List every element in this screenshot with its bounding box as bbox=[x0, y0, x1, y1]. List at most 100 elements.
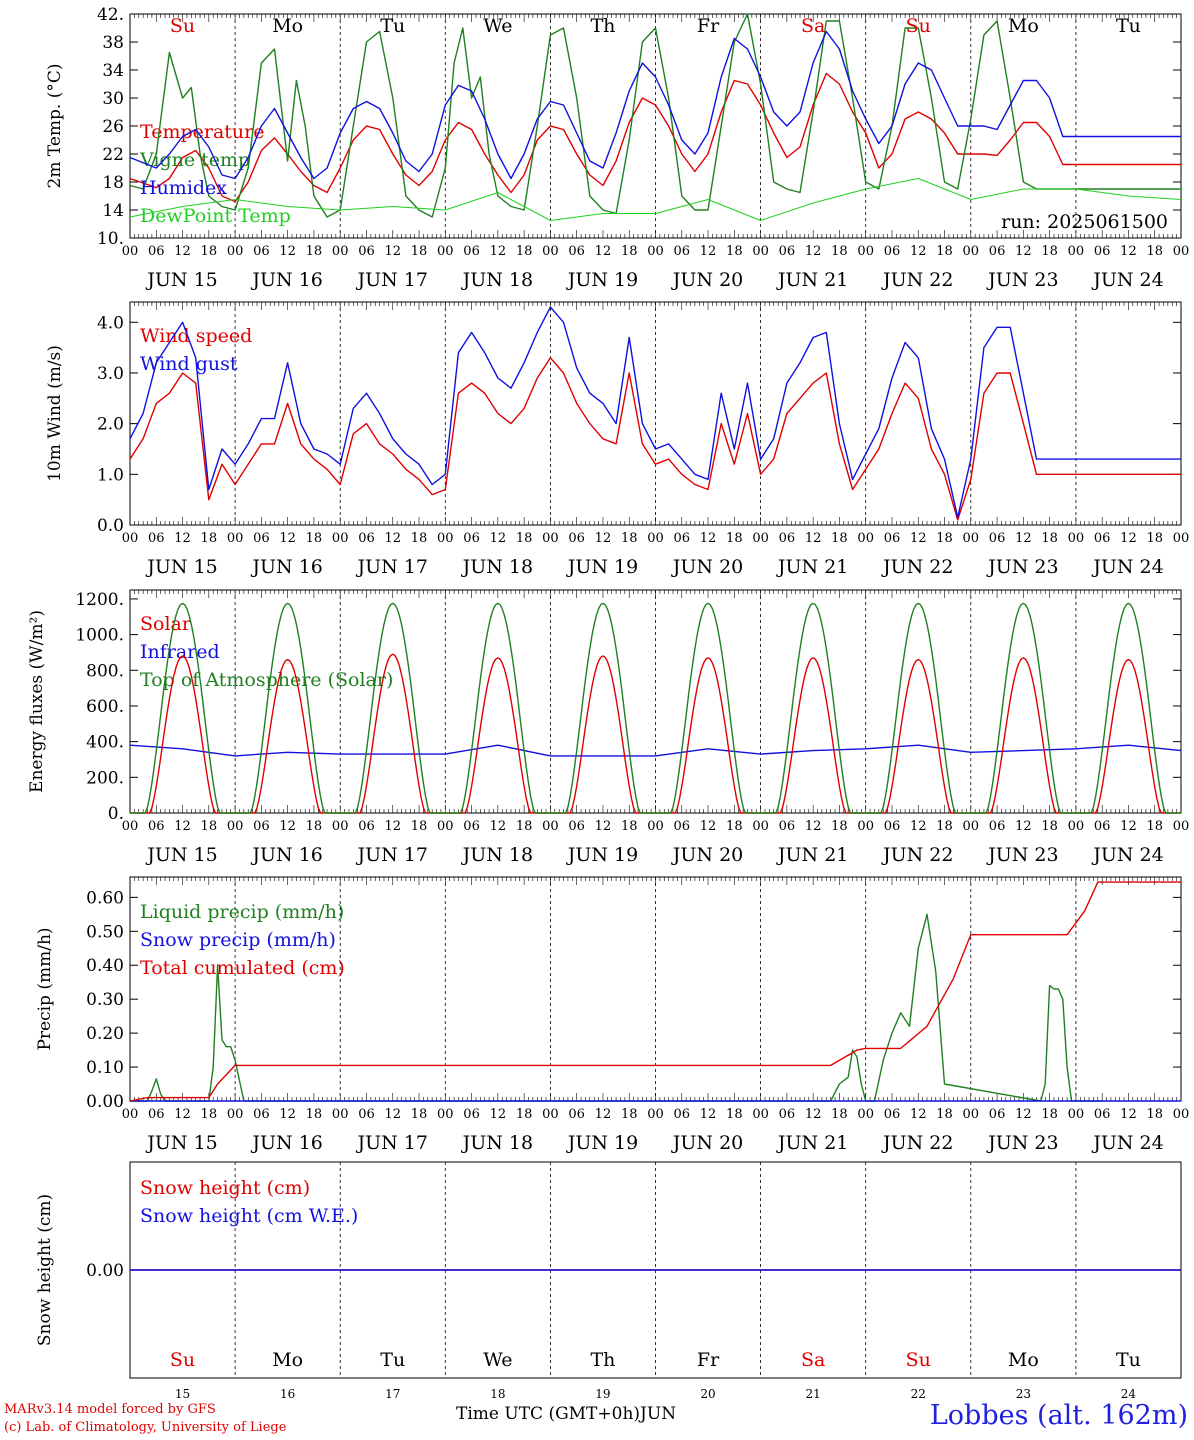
hour-tick-label: 18 bbox=[306, 531, 323, 546]
y-tick-label: 4.0 bbox=[97, 313, 124, 333]
x-axis-month: JUN bbox=[640, 1404, 677, 1424]
hour-tick-label: 00 bbox=[542, 531, 559, 546]
date-label: JUN 17 bbox=[356, 844, 428, 866]
hour-tick-label: 06 bbox=[1094, 531, 1111, 546]
hour-tick-label: 12 bbox=[700, 531, 717, 546]
hour-tick-label: 00 bbox=[1173, 1107, 1190, 1122]
hour-tick-label: 12 bbox=[490, 531, 507, 546]
legend-entry: Snow height (cm) bbox=[140, 1177, 310, 1199]
hour-tick-label: 18 bbox=[516, 819, 533, 834]
weekday-label: Mo bbox=[1008, 1349, 1039, 1371]
hour-tick-label: 00 bbox=[542, 1107, 559, 1122]
hour-tick-label: 18 bbox=[621, 819, 638, 834]
hour-tick-label: 12 bbox=[279, 1107, 296, 1122]
date-label: JUN 15 bbox=[145, 844, 217, 866]
hour-tick-label: 00 bbox=[1173, 244, 1190, 259]
hour-tick-label: 18 bbox=[1146, 531, 1163, 546]
hour-tick-label: 06 bbox=[253, 819, 270, 834]
hour-tick-label: 00 bbox=[752, 531, 769, 546]
y-tick-label: 0.0 bbox=[97, 516, 124, 536]
weekday-label: Th bbox=[590, 1349, 615, 1371]
hour-tick-label: 00 bbox=[437, 1107, 454, 1122]
hour-tick-label: 00 bbox=[227, 1107, 244, 1122]
hour-tick-label: 06 bbox=[989, 244, 1006, 259]
hour-tick-label: 18 bbox=[1041, 244, 1058, 259]
weekday-label: Mo bbox=[272, 1349, 303, 1371]
hour-tick-label: 06 bbox=[674, 819, 691, 834]
hour-tick-label: 06 bbox=[148, 531, 165, 546]
hour-tick-label: 18 bbox=[726, 819, 743, 834]
hour-tick-label: 12 bbox=[805, 819, 822, 834]
hour-tick-label: 18 bbox=[411, 1107, 428, 1122]
hour-tick-label: 06 bbox=[358, 531, 375, 546]
legend-entry: Total cumulated (cm) bbox=[140, 957, 345, 979]
y-tick-label: 42. bbox=[97, 5, 124, 25]
hour-tick-label: 18 bbox=[516, 531, 533, 546]
y-tick-label: 18 bbox=[102, 173, 124, 193]
series-line bbox=[129, 30, 1181, 180]
hour-tick-label: 00 bbox=[542, 244, 559, 259]
hour-tick-label: 12 bbox=[595, 244, 612, 259]
date-label: JUN 21 bbox=[776, 556, 848, 578]
hour-tick-label: 06 bbox=[568, 1107, 585, 1122]
hour-tick-label: 12 bbox=[490, 1107, 507, 1122]
hour-tick-label: 06 bbox=[568, 531, 585, 546]
legend-entry: Solar bbox=[140, 613, 192, 635]
hour-tick-label: 18 bbox=[201, 1107, 218, 1122]
series-line bbox=[130, 602, 1181, 814]
date-label: JUN 22 bbox=[881, 269, 953, 291]
day-number: 22 bbox=[911, 1387, 926, 1401]
date-label: JUN 18 bbox=[461, 556, 533, 578]
hour-tick-label: 06 bbox=[148, 244, 165, 259]
hour-tick-label: 18 bbox=[306, 819, 323, 834]
hour-tick-label: 18 bbox=[411, 819, 428, 834]
y-tick-label: 0.10 bbox=[86, 1058, 124, 1078]
hour-tick-label: 18 bbox=[411, 531, 428, 546]
hour-tick-label: 00 bbox=[1068, 531, 1085, 546]
hour-tick-label: 18 bbox=[936, 1107, 953, 1122]
hour-tick-label: 18 bbox=[1041, 531, 1058, 546]
series-line bbox=[129, 306, 1181, 519]
weekday-label: Su bbox=[170, 15, 195, 37]
hour-tick-label: 06 bbox=[989, 531, 1006, 546]
date-label: JUN 18 bbox=[461, 269, 533, 291]
hour-tick-label: 12 bbox=[595, 819, 612, 834]
hour-tick-label: 18 bbox=[936, 244, 953, 259]
hour-tick-label: 18 bbox=[936, 531, 953, 546]
hour-tick-label: 12 bbox=[910, 531, 927, 546]
station-label: Lobbes (alt. 162m) bbox=[929, 1400, 1188, 1431]
series-line bbox=[129, 72, 1181, 203]
y-tick-label: 0.00 bbox=[86, 1092, 124, 1112]
hour-tick-label: 00 bbox=[647, 244, 664, 259]
y-tick-label: 1000. bbox=[75, 626, 124, 646]
hour-tick-label: 00 bbox=[752, 1107, 769, 1122]
hour-tick-label: 06 bbox=[358, 244, 375, 259]
hour-tick-label: 00 bbox=[122, 531, 139, 546]
y-tick-label: 0.40 bbox=[86, 956, 124, 976]
date-label: JUN 22 bbox=[881, 1132, 953, 1154]
legend-entry: Wind speed bbox=[140, 325, 252, 347]
date-label: JUN 24 bbox=[1091, 844, 1163, 866]
day-number: 18 bbox=[490, 1387, 505, 1401]
date-label: JUN 20 bbox=[671, 269, 743, 291]
hour-tick-label: 06 bbox=[253, 1107, 270, 1122]
hour-tick-label: 06 bbox=[463, 1107, 480, 1122]
hour-tick-label: 06 bbox=[674, 244, 691, 259]
legend-entry: Humidex bbox=[140, 177, 227, 199]
hour-tick-label: 18 bbox=[831, 1107, 848, 1122]
hour-tick-label: 12 bbox=[910, 819, 927, 834]
hour-tick-label: 00 bbox=[963, 531, 980, 546]
hour-tick-label: 00 bbox=[1173, 531, 1190, 546]
y-axis-title: 10m Wind (m/s) bbox=[45, 345, 65, 482]
y-tick-label: 0.60 bbox=[86, 888, 124, 908]
hour-tick-label: 12 bbox=[384, 1107, 401, 1122]
hour-tick-label: 12 bbox=[805, 1107, 822, 1122]
y-tick-label: 0.00 bbox=[86, 1261, 124, 1281]
weekday-label: Sa bbox=[801, 15, 825, 37]
date-label: JUN 20 bbox=[671, 844, 743, 866]
date-label: JUN 17 bbox=[356, 556, 428, 578]
hour-tick-label: 00 bbox=[857, 244, 874, 259]
hour-tick-label: 06 bbox=[779, 244, 796, 259]
weekday-label: Tu bbox=[380, 15, 405, 37]
